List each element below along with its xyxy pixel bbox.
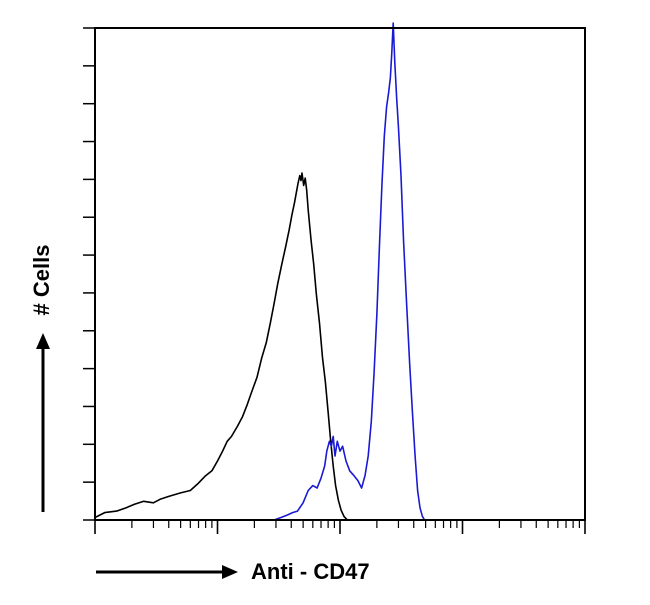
y-axis-arrow xyxy=(36,333,50,512)
x-axis-title: Anti - CD47 xyxy=(251,559,370,584)
plot-frame xyxy=(94,27,586,521)
y-axis-title: # Cells xyxy=(29,245,54,316)
series-line-2 xyxy=(273,22,426,521)
x-axis-ticks xyxy=(94,520,586,534)
series-layer xyxy=(94,22,426,521)
y-axis-ticks xyxy=(83,27,95,521)
x-axis-arrow xyxy=(96,565,238,579)
series-line-1 xyxy=(94,172,348,521)
